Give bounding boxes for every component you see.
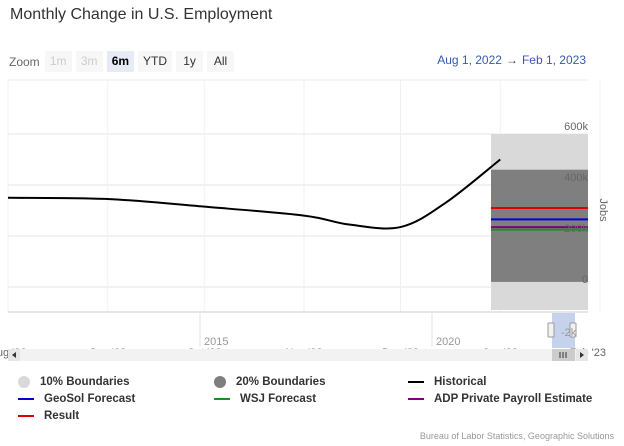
source-credit: Bureau of Labor Statistics, Geographic S… (419, 431, 614, 441)
y-tick-label: 200k (564, 223, 588, 235)
navigator-left-handle[interactable] (547, 322, 555, 338)
zoom-6m-button[interactable]: 6m (106, 51, 135, 72)
legend-item-wsj[interactable]: WSJ Forecast (214, 393, 316, 405)
navigator-right-handle[interactable] (569, 322, 577, 338)
legend-item-20pct[interactable]: 20% Boundaries (214, 376, 325, 388)
legend-geosol-label: GeoSol Forecast (44, 393, 136, 405)
scroll-grip-icon (559, 352, 567, 358)
range-arrow: → (505, 53, 518, 67)
range-from-input[interactable]: Aug 1, 2022 (437, 53, 502, 67)
zoom-ytd-button[interactable]: YTD (138, 51, 173, 72)
legend: 10% Boundaries 20% Boundaries Historical… (14, 376, 614, 426)
band-layer (491, 134, 588, 310)
band-20pct (491, 169, 588, 282)
zoom-all-button[interactable]: All (207, 51, 235, 72)
y-tick-label: 400k (564, 172, 588, 184)
zoom-1m-button[interactable]: 1m (44, 51, 72, 72)
range-to-input[interactable]: Feb 1, 2023 (521, 53, 586, 67)
scroll-right-arrow-icon (580, 352, 584, 358)
zoom-label: Zoom (9, 54, 40, 69)
scrollbar[interactable] (8, 349, 588, 361)
navigator-label-2015: 2015 (204, 336, 228, 348)
y-axis-title: Jobs (597, 198, 609, 222)
legend-10pct-label: 10% Boundaries (40, 376, 130, 388)
date-range: Aug 1, 2022 → Feb 1, 2023 (437, 53, 586, 67)
legend-10pct-symbol (18, 376, 30, 388)
legend-geosol-symbol (18, 398, 34, 400)
y-tick-label: 0 (582, 274, 588, 286)
y-tick-label: 600k (564, 121, 588, 133)
scroll-left-arrow-icon (12, 352, 16, 358)
legend-20pct-symbol (214, 376, 226, 388)
legend-item-adp[interactable]: ADP Private Payroll Estimate (408, 393, 592, 405)
legend-adp-symbol (408, 398, 424, 400)
forecast-layer (491, 206, 588, 231)
legend-result-label: Result (44, 410, 80, 422)
legend-item-geosol[interactable]: GeoSol Forecast (18, 393, 135, 405)
legend-result-symbol (18, 415, 34, 417)
navigator-label-neg: -2k (561, 327, 577, 339)
legend-wsj-symbol (214, 398, 230, 400)
chart-title: Monthly Change in U.S. Employment (10, 6, 273, 23)
legend-historical-symbol (408, 381, 424, 383)
legend-wsj-label: WSJ Forecast (240, 393, 317, 405)
y-axis-ticks: 0 200k 400k 600k (564, 121, 588, 286)
navigator-label-2020: 2020 (436, 336, 460, 348)
legend-item-result[interactable]: Result (18, 410, 79, 422)
line-layer (7, 158, 501, 230)
legend-adp-label: ADP Private Payroll Estimate (434, 393, 593, 405)
legend-item-10pct[interactable]: 10% Boundaries (18, 376, 129, 388)
legend-item-historical[interactable]: Historical (408, 376, 486, 388)
zoom-3m-button[interactable]: 3m (75, 51, 103, 72)
zoom-bar: Zoom 1m 3m 6m YTD 1y All (9, 51, 238, 72)
navigator[interactable]: 2015 2020 -2k (8, 311, 588, 348)
legend-historical-label: Historical (434, 376, 487, 388)
zoom-1y-button[interactable]: 1y (176, 51, 204, 72)
navigator-selected-range[interactable] (552, 313, 575, 348)
historical-series-line (7, 158, 501, 230)
legend-20pct-label: 20% Boundaries (236, 376, 326, 388)
